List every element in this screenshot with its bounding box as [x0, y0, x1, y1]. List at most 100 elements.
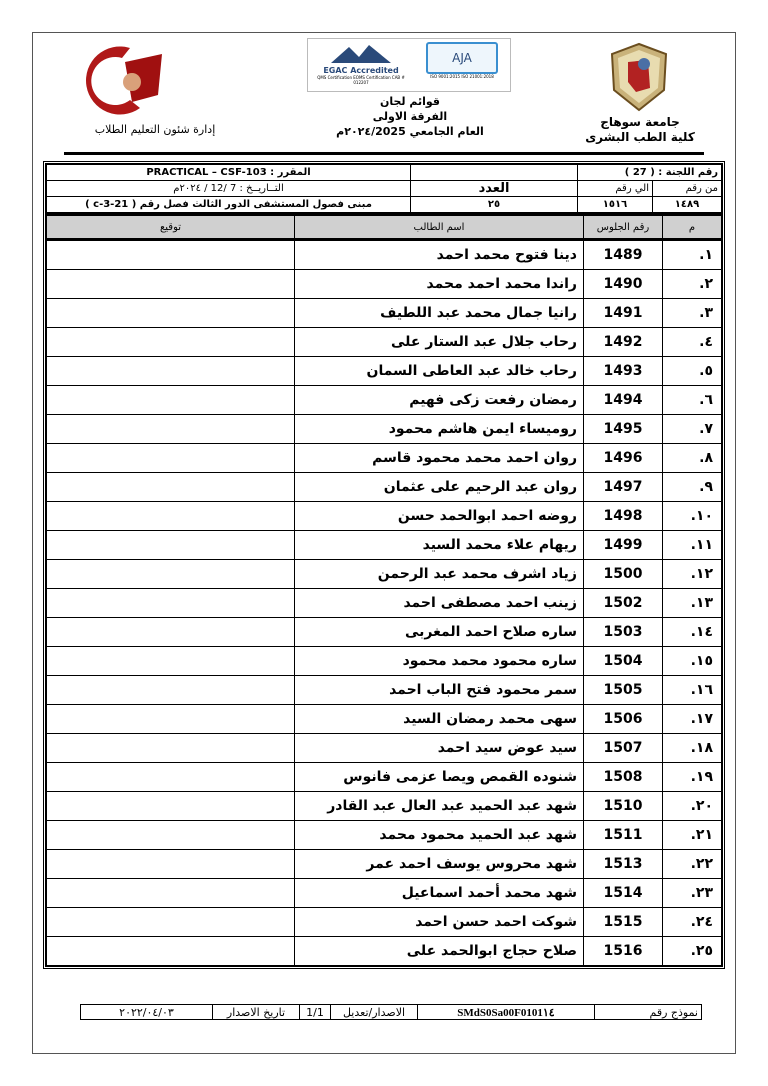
seat-number: 1503 [583, 617, 663, 647]
signature-cell [46, 501, 295, 531]
header-divider [64, 152, 704, 155]
seat-number: 1492 [583, 327, 663, 357]
student-name: ساره صلاح احمد المغربى [294, 617, 584, 647]
signature-cell [46, 704, 295, 734]
seat-number: 1497 [583, 472, 663, 502]
row-index: ١٦. [662, 675, 722, 705]
student-name: رمضان رفعت زكى فهيم [294, 385, 584, 415]
seat-number: 1489 [583, 239, 663, 270]
seat-number: 1515 [583, 907, 663, 937]
student-name: شهد عبد الحميد عبد العال عبد القادر [294, 791, 584, 821]
sohag-university-seal-logo [608, 42, 670, 112]
signature-cell [46, 530, 295, 560]
exam-location: مبنى فصول المستشفى الدور الثالث فصل رقم … [46, 196, 411, 213]
student-row: ٢٥. 1516 صلاح حجاج ابوالحمد على [46, 936, 722, 966]
signature-cell [46, 239, 295, 270]
student-row: ١٧. 1506 سهى محمد رمضان السيد [46, 704, 722, 734]
academic-year: العام الجامعي ٢٠٢٤/2025م [336, 125, 484, 138]
student-row: ١٩. 1508 شنوده القمص ويصا عزمى فانوس [46, 762, 722, 792]
signature-cell [46, 791, 295, 821]
student-name: روان احمد محمد محمود قاسم [294, 443, 584, 473]
seat-number: 1500 [583, 559, 663, 589]
row-index: ٢١. [662, 820, 722, 850]
faculty-name: كلية الطب البشرى [585, 130, 695, 144]
student-name: شهد عبد الحميد محمود محمد [294, 820, 584, 850]
student-row: ٣. 1491 رانيا جمال محمد عبد اللطيف [46, 298, 722, 328]
certification-logos: EGAC Accredited QMS Certification EOMS C… [307, 38, 511, 92]
course-name: المقرر : PRACTICAL – CSF-103 [46, 164, 411, 181]
student-row: ٢٣. 1514 شهد محمد أحمد اسماعيل [46, 878, 722, 908]
student-row: ٩. 1497 روان عبد الرحيم على عثمان [46, 472, 722, 502]
to-number-label: الي رقم [577, 180, 653, 197]
student-name: رحاب جلال عبد الستار على [294, 327, 584, 357]
student-affairs-department: إدارة شئون التعليم الطلاب [94, 123, 216, 136]
student-row: ١١. 1499 ريهام علاء محمد السيد [46, 530, 722, 560]
row-index: ١٤. [662, 617, 722, 647]
student-name: روان عبد الرحيم على عثمان [294, 472, 584, 502]
form-footer: نموذج رقم SMdS0Sa00F0101١٤ الاصدار/تعديل… [80, 1004, 702, 1020]
seat-number: 1511 [583, 820, 663, 850]
issue-label: الاصدار/تعديل [330, 1004, 418, 1020]
seat-number: 1496 [583, 443, 663, 473]
issue-date-label: تاريخ الاصدار [212, 1004, 300, 1020]
row-index: ١٨. [662, 733, 722, 763]
student-row: ٤. 1492 رحاب جلال عبد الستار على [46, 327, 722, 357]
student-name: شنوده القمص ويصا عزمى فانوس [294, 762, 584, 792]
col-header-signature: توقيع [46, 213, 295, 241]
seat-number: 1510 [583, 791, 663, 821]
signature-cell [46, 820, 295, 850]
signature-cell [46, 878, 295, 908]
signature-cell [46, 559, 295, 589]
signature-cell [46, 472, 295, 502]
row-index: ١٥. [662, 646, 722, 676]
student-row: ١٠. 1498 روضه احمد ابوالحمد حسن [46, 501, 722, 531]
university-name: جامعة سوهاج [600, 115, 680, 129]
header-university-name: جامعة سوهاج كلية الطب البشرى [580, 115, 700, 145]
seat-number: 1499 [583, 530, 663, 560]
student-row: ٥. 1493 رحاب خالد عبد العاطى السمان [46, 356, 722, 386]
student-name: صلاح حجاج ابوالحمد على [294, 936, 584, 966]
signature-cell [46, 617, 295, 647]
student-row: ٢. 1490 راندا محمد احمد محمد [46, 269, 722, 299]
seat-number: 1491 [583, 298, 663, 328]
student-row: ١٣. 1502 زينب احمد مصطفى احمد [46, 588, 722, 618]
to-number-value: ١٥١٦ [577, 196, 653, 213]
student-name: روضه احمد ابوالحمد حسن [294, 501, 584, 531]
seat-number: 1490 [583, 269, 663, 299]
row-index: ٨. [662, 443, 722, 473]
seat-number: 1494 [583, 385, 663, 415]
seat-number: 1498 [583, 501, 663, 531]
row-index: ٢. [662, 269, 722, 299]
row-index: ٩. [662, 472, 722, 502]
row-index: ٤. [662, 327, 722, 357]
seat-number: 1505 [583, 675, 663, 705]
signature-cell [46, 414, 295, 444]
row-index: ١٣. [662, 588, 722, 618]
from-number-label: من رقم [652, 180, 722, 197]
row-index: ٢٤. [662, 907, 722, 937]
signature-cell [46, 762, 295, 792]
committee-number: رقم اللجنة : ( 27 ) [577, 164, 722, 181]
seat-number: 1502 [583, 588, 663, 618]
student-name: زينب احمد مصطفى احمد [294, 588, 584, 618]
student-row: ١٨. 1507 سيد عوض سيد احمد [46, 733, 722, 763]
signature-cell [46, 385, 295, 415]
faculty-of-medicine-logo [70, 40, 180, 115]
student-name: رحاب خالد عبد العاطى السمان [294, 356, 584, 386]
student-name: شهد محروس يوسف احمد عمر [294, 849, 584, 879]
signature-cell [46, 327, 295, 357]
student-row: ١٢. 1500 زياد اشرف محمد عبد الرحمن [46, 559, 722, 589]
egac-logo: EGAC Accredited QMS Certification EOMS C… [316, 43, 406, 85]
row-index: ٢٠. [662, 791, 722, 821]
student-row: ٢١. 1511 شهد عبد الحميد محمود محمد [46, 820, 722, 850]
student-name: شهد محمد أحمد اسماعيل [294, 878, 584, 908]
aja-logo: AJA ISO 9001:2015 ISO 21001:2018 [426, 42, 498, 79]
row-index: ٢٢. [662, 849, 722, 879]
row-index: ٧. [662, 414, 722, 444]
form-number-value: SMdS0Sa00F0101١٤ [417, 1004, 595, 1020]
student-row: ١٦. 1505 سمر محمود فتح الباب احمد [46, 675, 722, 705]
signature-cell [46, 298, 295, 328]
exam-date: التــاريــخ : 7 /12 / ٢٠٢٤م [46, 180, 411, 197]
signature-cell [46, 269, 295, 299]
student-name: ساره محمود محمد محمود [294, 646, 584, 676]
